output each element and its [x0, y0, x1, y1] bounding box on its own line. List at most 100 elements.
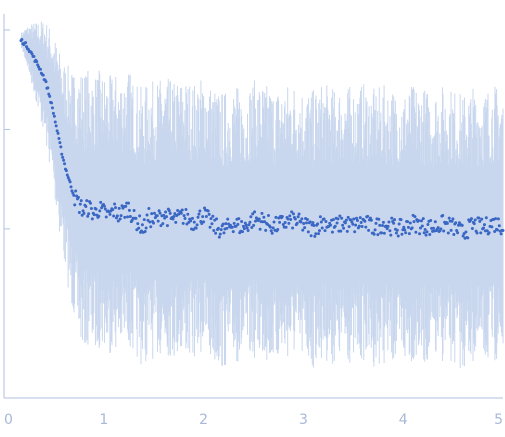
data-point: [52, 114, 56, 118]
data-point: [99, 200, 103, 204]
data-point: [290, 210, 294, 214]
data-point: [424, 233, 428, 237]
data-point: [314, 232, 318, 236]
data-point: [236, 222, 240, 226]
data-point: [400, 232, 404, 236]
data-point: [143, 230, 147, 234]
data-point: [114, 206, 118, 210]
data-point: [90, 217, 94, 221]
data-point: [355, 219, 359, 223]
data-point: [72, 193, 76, 197]
data-point: [134, 216, 138, 220]
data-point: [165, 215, 168, 219]
data-point: [478, 219, 482, 223]
data-point: [190, 216, 194, 220]
data-point: [487, 231, 491, 235]
data-point: [180, 208, 184, 212]
y-ticks: [4, 29, 10, 230]
data-point: [211, 214, 215, 218]
data-point: [132, 209, 136, 213]
data-point: [292, 212, 295, 216]
data-point: [197, 212, 201, 216]
data-point: [194, 226, 198, 230]
data-point: [171, 217, 175, 221]
data-point: [495, 228, 499, 232]
data-point: [436, 226, 440, 230]
data-point: [167, 209, 171, 213]
data-point: [374, 221, 378, 225]
data-point: [426, 223, 430, 226]
data-point: [464, 230, 468, 234]
data-point: [455, 228, 459, 232]
data-point: [124, 204, 128, 208]
data-point: [329, 223, 333, 227]
data-point: [63, 162, 67, 166]
data-point: [174, 220, 178, 224]
data-point: [208, 225, 212, 229]
data-point: [316, 222, 320, 226]
data-point: [406, 225, 410, 229]
data-point: [344, 218, 348, 222]
data-point: [150, 212, 154, 216]
data-point: [202, 220, 206, 224]
data-point: [237, 217, 241, 221]
data-point: [501, 228, 505, 232]
data-point: [345, 229, 349, 233]
data-point: [331, 218, 335, 222]
data-point: [386, 224, 390, 228]
data-point: [340, 216, 344, 220]
data-point: [214, 231, 218, 235]
data-point: [219, 228, 223, 232]
data-point: [144, 226, 148, 230]
data-point: [24, 41, 28, 45]
data-point: [363, 219, 367, 223]
data-point: [251, 212, 255, 216]
data-point: [88, 201, 92, 205]
data-point: [94, 207, 98, 211]
data-point: [309, 234, 313, 238]
data-point: [168, 211, 172, 215]
data-point: [196, 215, 200, 219]
data-point: [451, 217, 455, 221]
data-point: [354, 223, 358, 227]
data-point: [32, 54, 36, 58]
data-point: [359, 221, 363, 225]
data-point: [244, 223, 248, 227]
data-point: [497, 224, 501, 228]
data-point: [472, 222, 476, 226]
data-point: [30, 52, 34, 56]
data-point: [457, 221, 461, 225]
data-point: [317, 232, 321, 236]
data-point: [480, 217, 484, 221]
data-point: [113, 202, 117, 206]
data-point: [87, 212, 91, 216]
data-point: [403, 228, 407, 232]
data-point: [421, 217, 425, 221]
data-point: [147, 206, 151, 210]
data-point: [117, 206, 121, 210]
data-point: [86, 214, 90, 218]
data-point: [195, 223, 199, 227]
data-point: [439, 227, 443, 231]
data-point: [77, 210, 81, 214]
data-point: [289, 218, 293, 222]
data-point: [470, 226, 474, 230]
data-point: [157, 209, 161, 213]
data-point: [306, 230, 310, 234]
data-point: [296, 215, 300, 219]
data-point: [115, 214, 119, 218]
data-point: [246, 229, 250, 233]
data-point: [281, 222, 285, 226]
data-point: [97, 214, 101, 218]
data-point: [47, 92, 51, 96]
data-point: [216, 226, 220, 230]
data-point: [37, 65, 41, 69]
data-point: [466, 236, 470, 240]
data-point: [189, 219, 193, 223]
data-point: [148, 220, 152, 224]
data-point: [102, 204, 106, 208]
data-point: [323, 229, 327, 233]
data-points: [19, 37, 505, 240]
data-point: [304, 221, 308, 225]
data-point: [224, 222, 228, 226]
